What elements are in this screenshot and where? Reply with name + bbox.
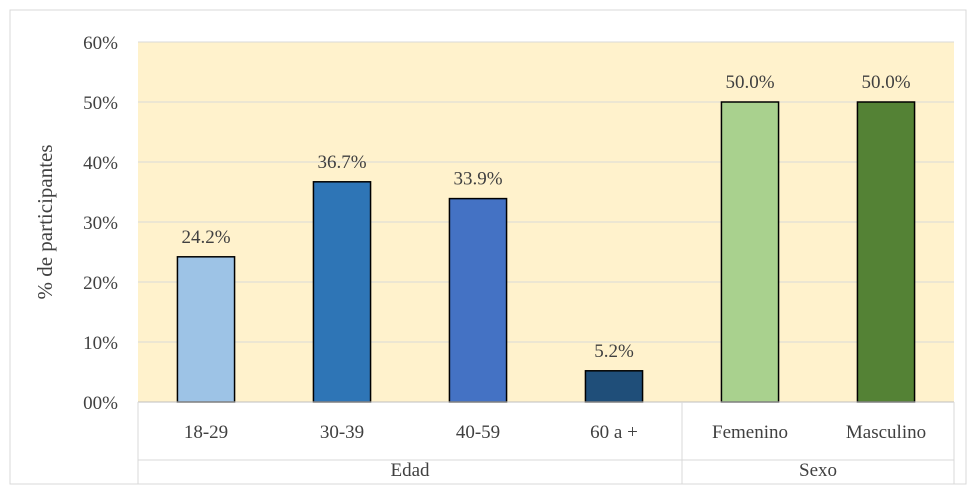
data-label: 50.0% [861, 72, 910, 93]
bar [584, 370, 644, 403]
gridlines [138, 41, 954, 343]
bar [312, 181, 372, 403]
y-axis-tick-labels: 00% 10% 20% 30% 40% 50% 60% [83, 33, 118, 414]
data-label: 36.7% [317, 152, 366, 173]
data-label: 24.2% [181, 227, 230, 248]
y-axis-title: % de participantes [33, 144, 57, 299]
x-tick-label: 40-59 [456, 422, 500, 443]
y-tick-label: 30% [83, 213, 118, 234]
y-tick-label: 00% [83, 393, 118, 414]
data-label: 5.2% [594, 341, 634, 362]
x-tick-label: Masculino [846, 422, 926, 443]
x-tick-label: 60 a + [590, 422, 638, 443]
x-axis: 18-29 30-39 40-59 60 a + Femenino Masculino Ed… [137, 401, 955, 484]
x-tick-label: 18-29 [184, 422, 228, 443]
y-tick-label: 40% [83, 153, 118, 174]
data-label: 33.9% [453, 169, 502, 190]
y-tick-label: 20% [83, 273, 118, 294]
bar [856, 101, 916, 403]
group-label: Edad [390, 460, 430, 481]
data-labels: 24.2% 36.7% 33.9% 5.2% 50.0% 50.0% [181, 72, 910, 362]
bar [176, 256, 236, 403]
data-label: 50.0% [725, 72, 774, 93]
x-tick-label: Femenino [712, 422, 788, 443]
bar [448, 197, 508, 403]
bar [720, 101, 780, 403]
y-tick-label: 60% [83, 33, 118, 54]
bars [176, 101, 916, 403]
y-tick-label: 50% [83, 93, 118, 114]
x-tick-label: 30-39 [320, 422, 364, 443]
group-label: Sexo [799, 460, 837, 481]
y-tick-label: 10% [83, 333, 118, 354]
